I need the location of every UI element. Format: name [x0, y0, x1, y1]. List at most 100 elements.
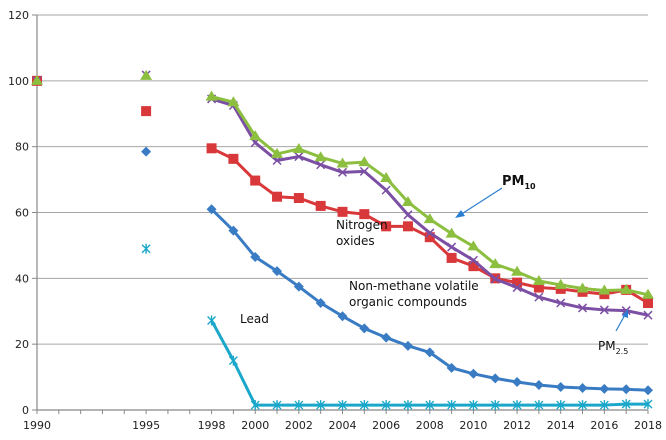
data-point [292, 142, 305, 153]
pm10-label: PM [502, 174, 524, 189]
x-tick-label: 2008 [416, 419, 444, 432]
data-point [316, 160, 326, 170]
data-point [250, 400, 260, 411]
x-tick-label: 2016 [590, 419, 618, 432]
data-point [314, 151, 327, 162]
y-tick-label: 40 [15, 272, 29, 285]
x-tick-label: 1998 [198, 419, 226, 432]
data-point [512, 283, 522, 293]
annotation-lead: Lead [240, 312, 269, 326]
data-point [467, 240, 480, 251]
data-point [141, 243, 151, 254]
data-point [424, 347, 435, 358]
data-point [359, 166, 369, 176]
data-point [359, 323, 370, 334]
series-non-methane-volatile-organic-compounds [32, 75, 653, 396]
series-nitrogen-oxides [32, 75, 653, 309]
data-point [599, 383, 610, 394]
data-point [293, 281, 304, 292]
pm10-arrow-head [455, 210, 465, 218]
data-point [490, 400, 500, 411]
x-tick-label: 2018 [634, 419, 662, 432]
data-point [599, 305, 609, 315]
data-point [228, 225, 239, 236]
data-point [512, 377, 523, 388]
y-tick-label: 20 [15, 338, 29, 351]
series-group [31, 69, 654, 411]
y-tick-label: 80 [15, 141, 29, 154]
data-point [599, 400, 609, 411]
data-point [228, 153, 239, 164]
data-point [446, 362, 457, 373]
data-point [337, 167, 348, 177]
x-tick-label: 2012 [503, 419, 531, 432]
data-point [643, 298, 653, 309]
data-point [141, 146, 152, 157]
data-point [425, 228, 435, 238]
data-point [468, 261, 479, 272]
data-point [489, 258, 502, 269]
data-point [293, 193, 304, 204]
gridlines [37, 14, 648, 345]
data-point [250, 251, 261, 262]
data-point [403, 400, 413, 411]
svg-text:PM10: PM10 [502, 174, 536, 191]
y-tick-label: 60 [15, 207, 29, 220]
x-tick-label: 2006 [372, 419, 400, 432]
x-tick-label: 1990 [23, 419, 51, 432]
data-point [578, 303, 588, 313]
annotation-nmvoc-line2: organic compounds [349, 295, 467, 309]
data-point [643, 385, 653, 396]
data-point [205, 90, 218, 101]
data-point [358, 156, 371, 167]
pm10-subscript: 10 [524, 182, 536, 191]
data-point [490, 274, 500, 284]
x-tick-label: 2014 [547, 419, 575, 432]
annotation-nitrogen-oxides-line2: oxides [336, 234, 375, 248]
data-point [250, 175, 261, 186]
data-point [577, 382, 588, 393]
data-point [227, 96, 240, 107]
data-point [381, 400, 391, 411]
data-point [533, 282, 544, 293]
data-point [643, 399, 653, 410]
data-point [643, 310, 653, 320]
series-pm10 [31, 69, 654, 299]
annotation-pm10: PM10 [455, 174, 536, 218]
data-point [294, 400, 304, 411]
data-point [336, 157, 349, 168]
x-tick-label: 2000 [241, 419, 269, 432]
data-point [447, 400, 457, 411]
data-point [141, 106, 152, 117]
x-tick-labels: 1990 1995 1998 2000 2002 2004 2006 2008 2010 2012… [23, 419, 662, 432]
data-point [468, 400, 478, 411]
data-point [556, 298, 566, 308]
data-point [315, 298, 326, 309]
data-point [512, 400, 522, 411]
annotations: Nitrogen oxides Non-methane volatile org… [240, 174, 628, 356]
x-tick-label: 2004 [329, 419, 357, 432]
data-point [207, 315, 217, 326]
data-point [338, 400, 347, 411]
data-point [381, 221, 392, 232]
data-point [490, 373, 501, 384]
x-tick-label: 2002 [285, 419, 313, 432]
data-point [532, 274, 545, 285]
series-pm2-5 [32, 70, 653, 320]
pm25-subscript: 2.5 [616, 347, 629, 356]
data-point [533, 379, 544, 390]
data-point [598, 284, 611, 295]
pm10-arrow-line [459, 187, 503, 216]
data-point [228, 355, 238, 366]
data-point [206, 143, 217, 154]
data-point [403, 210, 413, 220]
data-point [511, 265, 524, 276]
y-tick-label: 100 [8, 75, 29, 88]
data-point [446, 252, 457, 263]
data-point [576, 282, 589, 293]
pm25-arrow-head [622, 309, 628, 318]
data-point [140, 69, 153, 80]
data-point [337, 311, 348, 322]
data-point [534, 292, 544, 302]
data-point [401, 195, 414, 206]
